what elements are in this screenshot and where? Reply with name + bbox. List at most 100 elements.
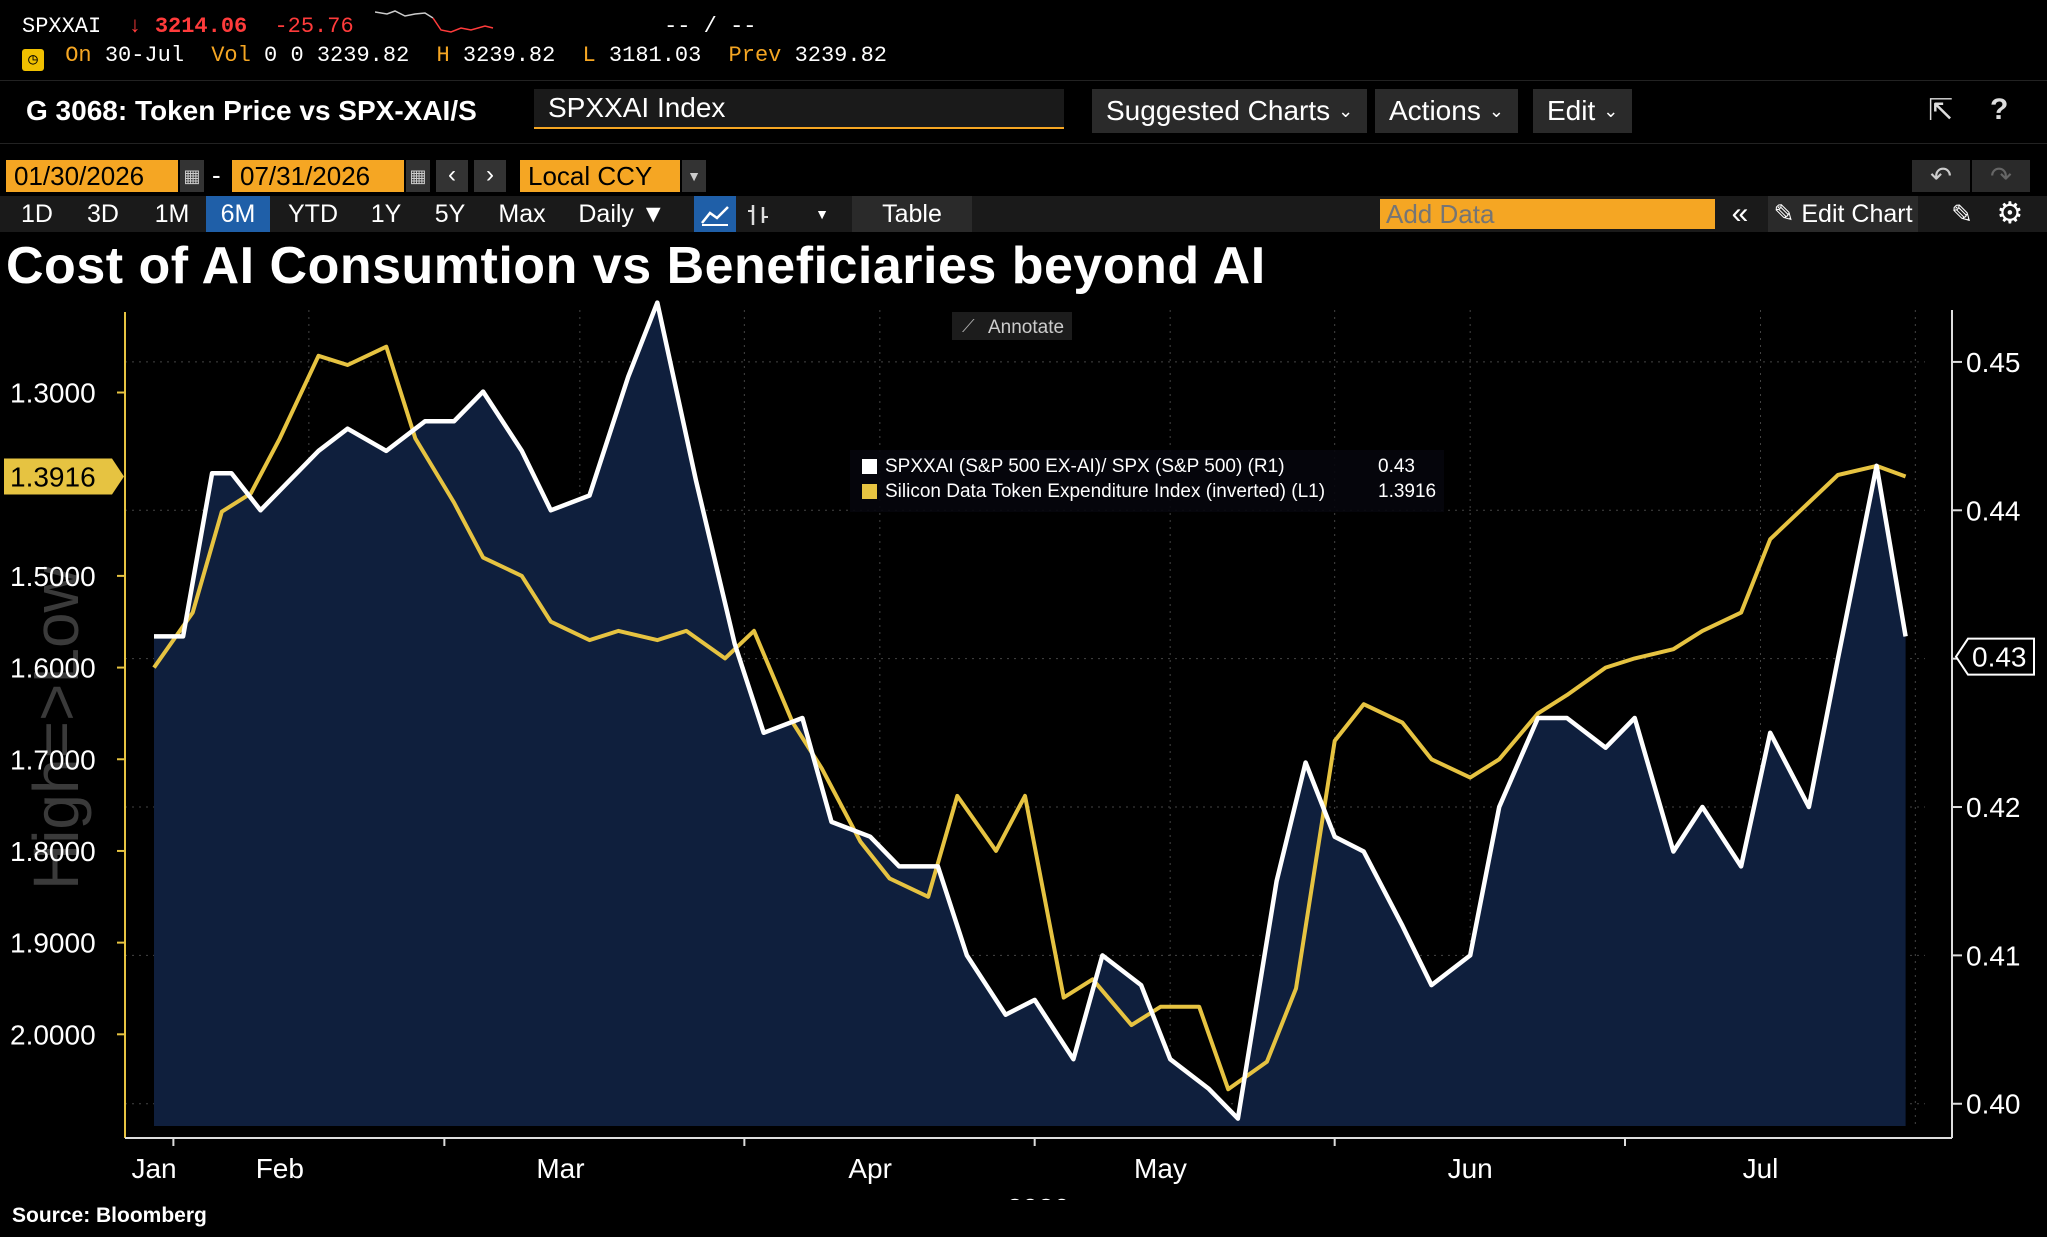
left-tick-label: 2.0000: [10, 1019, 96, 1050]
sparkline-icon: [375, 10, 494, 33]
last-price: 3214.06: [154, 14, 248, 39]
ticker: SPXXAI: [22, 14, 102, 39]
left-tick-label: 1.3000: [10, 378, 96, 409]
open-price: 3239.82: [316, 43, 410, 68]
left-current-value-badge: [4, 458, 124, 495]
left-tick-label: 1.5000: [10, 561, 96, 592]
suggested-charts-label: Suggested Charts: [1106, 95, 1331, 126]
series-area-fill: [154, 302, 1906, 1127]
right-current-value-label: 0.43: [1972, 642, 2027, 673]
annotate-button[interactable]: ⟋ Annotate: [952, 312, 1072, 340]
edit-legend-icon[interactable]: ✎: [1951, 199, 1973, 229]
x-tick-label: May: [1134, 1153, 1187, 1184]
end-date-field[interactable]: 07/31/2026: [232, 160, 404, 192]
range-ytd[interactable]: YTD: [288, 200, 338, 228]
calendar-icon[interactable]: ▦: [180, 160, 204, 192]
left-tick-label: 1.9000: [10, 928, 96, 959]
clock-icon[interactable]: ◷: [22, 49, 44, 71]
start-date-field[interactable]: 01/30/2026: [6, 160, 178, 192]
security-input[interactable]: [534, 89, 1064, 129]
high-label: H: [436, 43, 450, 68]
x-tick-label: Feb: [256, 1153, 304, 1184]
left-tick-label: 1.6000: [10, 653, 96, 684]
pencil-icon: ✎: [1773, 200, 1795, 228]
down-arrow-icon: ↓: [128, 14, 142, 39]
legend-value-token: 1.3916: [1378, 481, 1436, 502]
gear-icon[interactable]: ⚙: [1996, 197, 2024, 230]
right-tick-label: 0.44: [1966, 495, 2021, 526]
prev-label: Prev: [728, 43, 782, 68]
low-price: 3181.03: [608, 43, 702, 68]
edit-label: Edit: [1547, 95, 1596, 126]
quote-header: SPXXAI ↓ 3214.06 -25.76 -- / -- ◷ On 30-…: [0, 0, 2047, 72]
range-3d[interactable]: 3D: [87, 200, 119, 228]
calendar-icon[interactable]: ▦: [406, 160, 430, 192]
axis-labels: 1.3000 1.5000 1.6000 1.7000 1.8000 1.9000 2.00…: [4, 347, 2035, 1200]
suggested-charts-button[interactable]: Suggested Charts ⌄: [1092, 89, 1368, 133]
range-1d[interactable]: 1D: [21, 200, 53, 228]
legend-swatch-spxxai: [862, 459, 877, 474]
left-tick-label: 1.7000: [10, 744, 96, 775]
right-tick-label: 0.40: [1966, 1089, 2021, 1120]
date-separator: -: [212, 160, 221, 190]
chart-toolbar: G 3068: Token Price vs SPX-XAI/S Suggest…: [0, 80, 2047, 144]
right-current-value-badge: [1954, 637, 2035, 676]
redo-icon[interactable]: ↷: [1972, 160, 2030, 192]
source-label: Source: Bloomberg: [12, 1204, 207, 1227]
range-max[interactable]: Max: [498, 200, 546, 228]
legend-item-token: Silicon Data Token Expenditure Index (in…: [885, 481, 1325, 502]
date-range-row: 01/30/2026 ▦ - 07/31/2026 ▦ ‹ › Local CC…: [0, 158, 2047, 194]
annotate-label: Annotate: [988, 317, 1064, 338]
x-tick-label: Jun: [1448, 1153, 1493, 1184]
chart-legend: SPXXAI (S&P 500 EX-AI)/ SPX (S&P 500) (R…: [850, 450, 1444, 512]
left-current-value-label: 1.3916: [10, 462, 96, 493]
series-line-token-index[interactable]: [152, 344, 1907, 1092]
legend-value-spxxai: 0.43: [1378, 456, 1415, 477]
right-tick-label: 0.45: [1966, 347, 2021, 378]
table-button[interactable]: Table: [852, 196, 972, 232]
chart-canvas: High=>Low 1.3000 1.5000 1.6000 1.7000 1.8000…: [4, 300, 2035, 1200]
price-change: -25.76: [274, 14, 354, 39]
volume-2: 0: [290, 43, 304, 68]
actions-button[interactable]: Actions ⌄: [1375, 89, 1518, 133]
x-year-label: 2026: [1007, 1193, 1069, 1200]
chevron-down-icon: ⌄: [1338, 101, 1354, 121]
range-5y[interactable]: 5Y: [434, 200, 466, 228]
edit-chart-button[interactable]: ✎ Edit Chart: [1768, 196, 1918, 232]
edit-button[interactable]: Edit ⌄: [1533, 89, 1633, 133]
bid-ask: -- / --: [664, 14, 757, 39]
low-label: L: [582, 43, 596, 68]
collapse-icon[interactable]: «: [1731, 197, 1749, 230]
chart-id-title: G 3068: Token Price vs SPX-XAI/S: [26, 95, 477, 126]
currency-select[interactable]: Local CCY: [520, 160, 680, 192]
edit-chart-label: Edit Chart: [1801, 200, 1913, 228]
help-button[interactable]: ?: [1990, 93, 2009, 126]
range-1m[interactable]: 1M: [154, 200, 190, 228]
quote-line-2: ◷ On 30-Jul Vol 0 0 3239.82 H 3239.82 L …: [22, 43, 887, 71]
export-icon[interactable]: ⇱: [1928, 94, 1954, 127]
high-price: 3239.82: [462, 43, 556, 68]
frequency-select[interactable]: Daily ▼: [578, 200, 666, 228]
legend-swatch-token: [862, 484, 877, 499]
chevron-down-icon: ⌄: [1488, 101, 1504, 121]
range-1y[interactable]: 1Y: [370, 200, 402, 228]
range-6m[interactable]: 6M: [206, 196, 270, 232]
next-period-button[interactable]: ›: [474, 160, 506, 192]
vol-label: Vol: [211, 43, 251, 68]
previous-period-button[interactable]: ‹: [436, 160, 468, 192]
line-chart-icon[interactable]: [694, 196, 736, 232]
quote-line-1: SPXXAI ↓ 3214.06 -25.76 -- / --: [22, 14, 757, 39]
x-tick-label: Apr: [848, 1153, 892, 1184]
axis-watermark: High=>Low: [20, 565, 92, 890]
on-label: On: [65, 43, 92, 68]
chart-type-dropdown-icon[interactable]: ▼: [815, 206, 829, 222]
pencil-icon: ⟋: [962, 316, 975, 336]
add-data-input[interactable]: [1380, 199, 1715, 229]
undo-icon[interactable]: ↶: [1912, 160, 1970, 192]
actions-label: Actions: [1389, 95, 1481, 126]
x-tick-label: Jul: [1743, 1153, 1779, 1184]
x-tick-label: Jan: [131, 1153, 176, 1184]
series-line-spxxai-ratio[interactable]: [154, 300, 1908, 1121]
chevron-down-icon[interactable]: ▼: [682, 160, 706, 192]
bar-chart-icon[interactable]: [740, 196, 776, 232]
